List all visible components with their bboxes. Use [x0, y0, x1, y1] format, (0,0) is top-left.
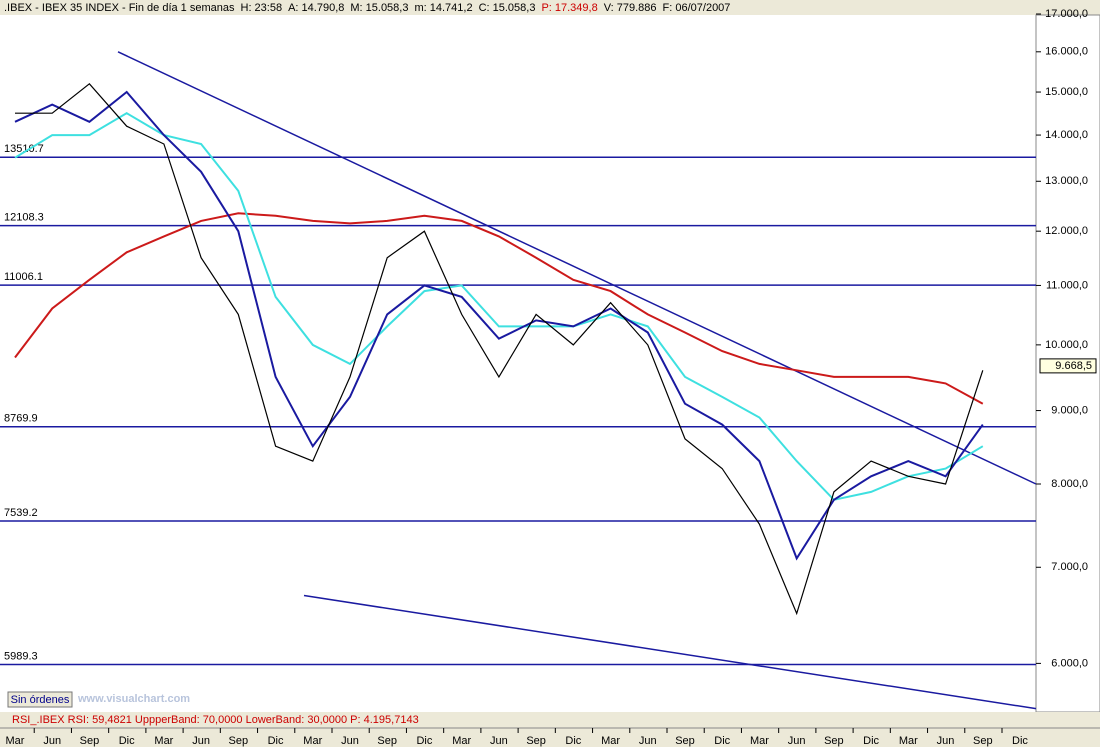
- y-tick-label: 16.000,0: [1045, 46, 1088, 58]
- x-tick-label: Sep: [377, 735, 397, 747]
- y-tick-label: 12.000,0: [1045, 225, 1088, 237]
- x-axis-panel: [0, 728, 1100, 747]
- x-tick-label: Jun: [341, 735, 359, 747]
- x-tick-label: Mar: [601, 735, 620, 747]
- header-field: C: 15.058,3: [479, 2, 536, 14]
- y-tick-label: 9.000,0: [1051, 404, 1088, 416]
- series-line: [14, 90, 984, 561]
- header-bar: [0, 0, 1100, 15]
- series-line: [14, 212, 984, 405]
- x-tick-label: Mar: [303, 735, 322, 747]
- x-tick-label: Jun: [639, 735, 657, 747]
- x-tick-label: Dic: [119, 735, 135, 747]
- header-field: A: 14.790,8: [288, 2, 344, 14]
- x-tick-label: Mar: [6, 735, 25, 747]
- x-tick-label: Mar: [899, 735, 918, 747]
- y-tick-label: 15.000,0: [1045, 86, 1088, 98]
- last-price-box: [1039, 358, 1097, 374]
- x-tick-label: Dic: [863, 735, 879, 747]
- x-tick-label: Sep: [229, 735, 249, 747]
- series-line: [14, 112, 984, 501]
- y-tick-label: 14.000,0: [1045, 129, 1088, 141]
- x-tick-label: Jun: [490, 735, 508, 747]
- x-tick-label: Sep: [824, 735, 844, 747]
- y-tick-label: 7.000,0: [1051, 561, 1088, 573]
- y-tick-label: 10.000,0: [1045, 339, 1088, 351]
- orders-button-label[interactable]: Sin órdenes: [11, 694, 70, 706]
- level-label: 11006.1: [4, 271, 43, 283]
- header-field: H: 23:58: [241, 2, 283, 14]
- orders-button[interactable]: [7, 691, 73, 708]
- header-text: .IBEX - IBEX 35 INDEX - Fin de día 1 sem…: [4, 2, 730, 14]
- y-tick-label: 13.000,0: [1045, 175, 1088, 187]
- last-price-label: 9.668,5: [1055, 360, 1092, 372]
- header-field: M: 15.058,3: [350, 2, 408, 14]
- x-tick-label: Jun: [937, 735, 955, 747]
- x-tick-label: Dic: [416, 735, 432, 747]
- trendline: [303, 594, 1037, 710]
- x-tick-label: Jun: [192, 735, 210, 747]
- header-symbol: .IBEX - IBEX 35 INDEX - Fin de día 1 sem…: [4, 2, 235, 14]
- header-field: F: 06/07/2007: [663, 2, 731, 14]
- x-tick-label: Sep: [675, 735, 695, 747]
- rsi-strip: [0, 712, 1100, 728]
- trendline: [117, 51, 1037, 485]
- level-label: 5989.3: [4, 650, 38, 662]
- header-field: m: 14.741,2: [414, 2, 472, 14]
- level-label: 8769.9: [4, 413, 38, 425]
- x-tick-label: Jun: [788, 735, 806, 747]
- x-tick-label: Dic: [1012, 735, 1028, 747]
- header-field: P: 17.349,8: [541, 2, 597, 14]
- x-tick-label: Dic: [714, 735, 730, 747]
- level-label: 12108.3: [4, 211, 44, 223]
- x-tick-label: Jun: [43, 735, 61, 747]
- y-tick-label: 6.000,0: [1051, 657, 1088, 669]
- y-tick-label: 8.000,0: [1051, 478, 1088, 490]
- x-tick-label: Sep: [80, 735, 100, 747]
- x-tick-label: Mar: [154, 735, 173, 747]
- watermark: www.visualchart.com: [77, 693, 190, 705]
- series-line: [15, 82, 984, 616]
- x-tick-label: Dic: [268, 735, 284, 747]
- level-label: 7539.2: [4, 507, 38, 519]
- rsi-text: RSI_.IBEX RSI: 59,4821 UppperBand: 70,00…: [12, 714, 419, 726]
- y-tick-label: 17.000,0: [1045, 8, 1088, 20]
- x-tick-label: Mar: [750, 735, 769, 747]
- x-tick-label: Sep: [973, 735, 993, 747]
- y-tick-label: 11.000,0: [1046, 279, 1088, 291]
- x-tick-label: Dic: [565, 735, 581, 747]
- x-tick-label: Mar: [452, 735, 471, 747]
- header-field: V: 779.886: [604, 2, 657, 14]
- x-tick-label: Sep: [526, 735, 546, 747]
